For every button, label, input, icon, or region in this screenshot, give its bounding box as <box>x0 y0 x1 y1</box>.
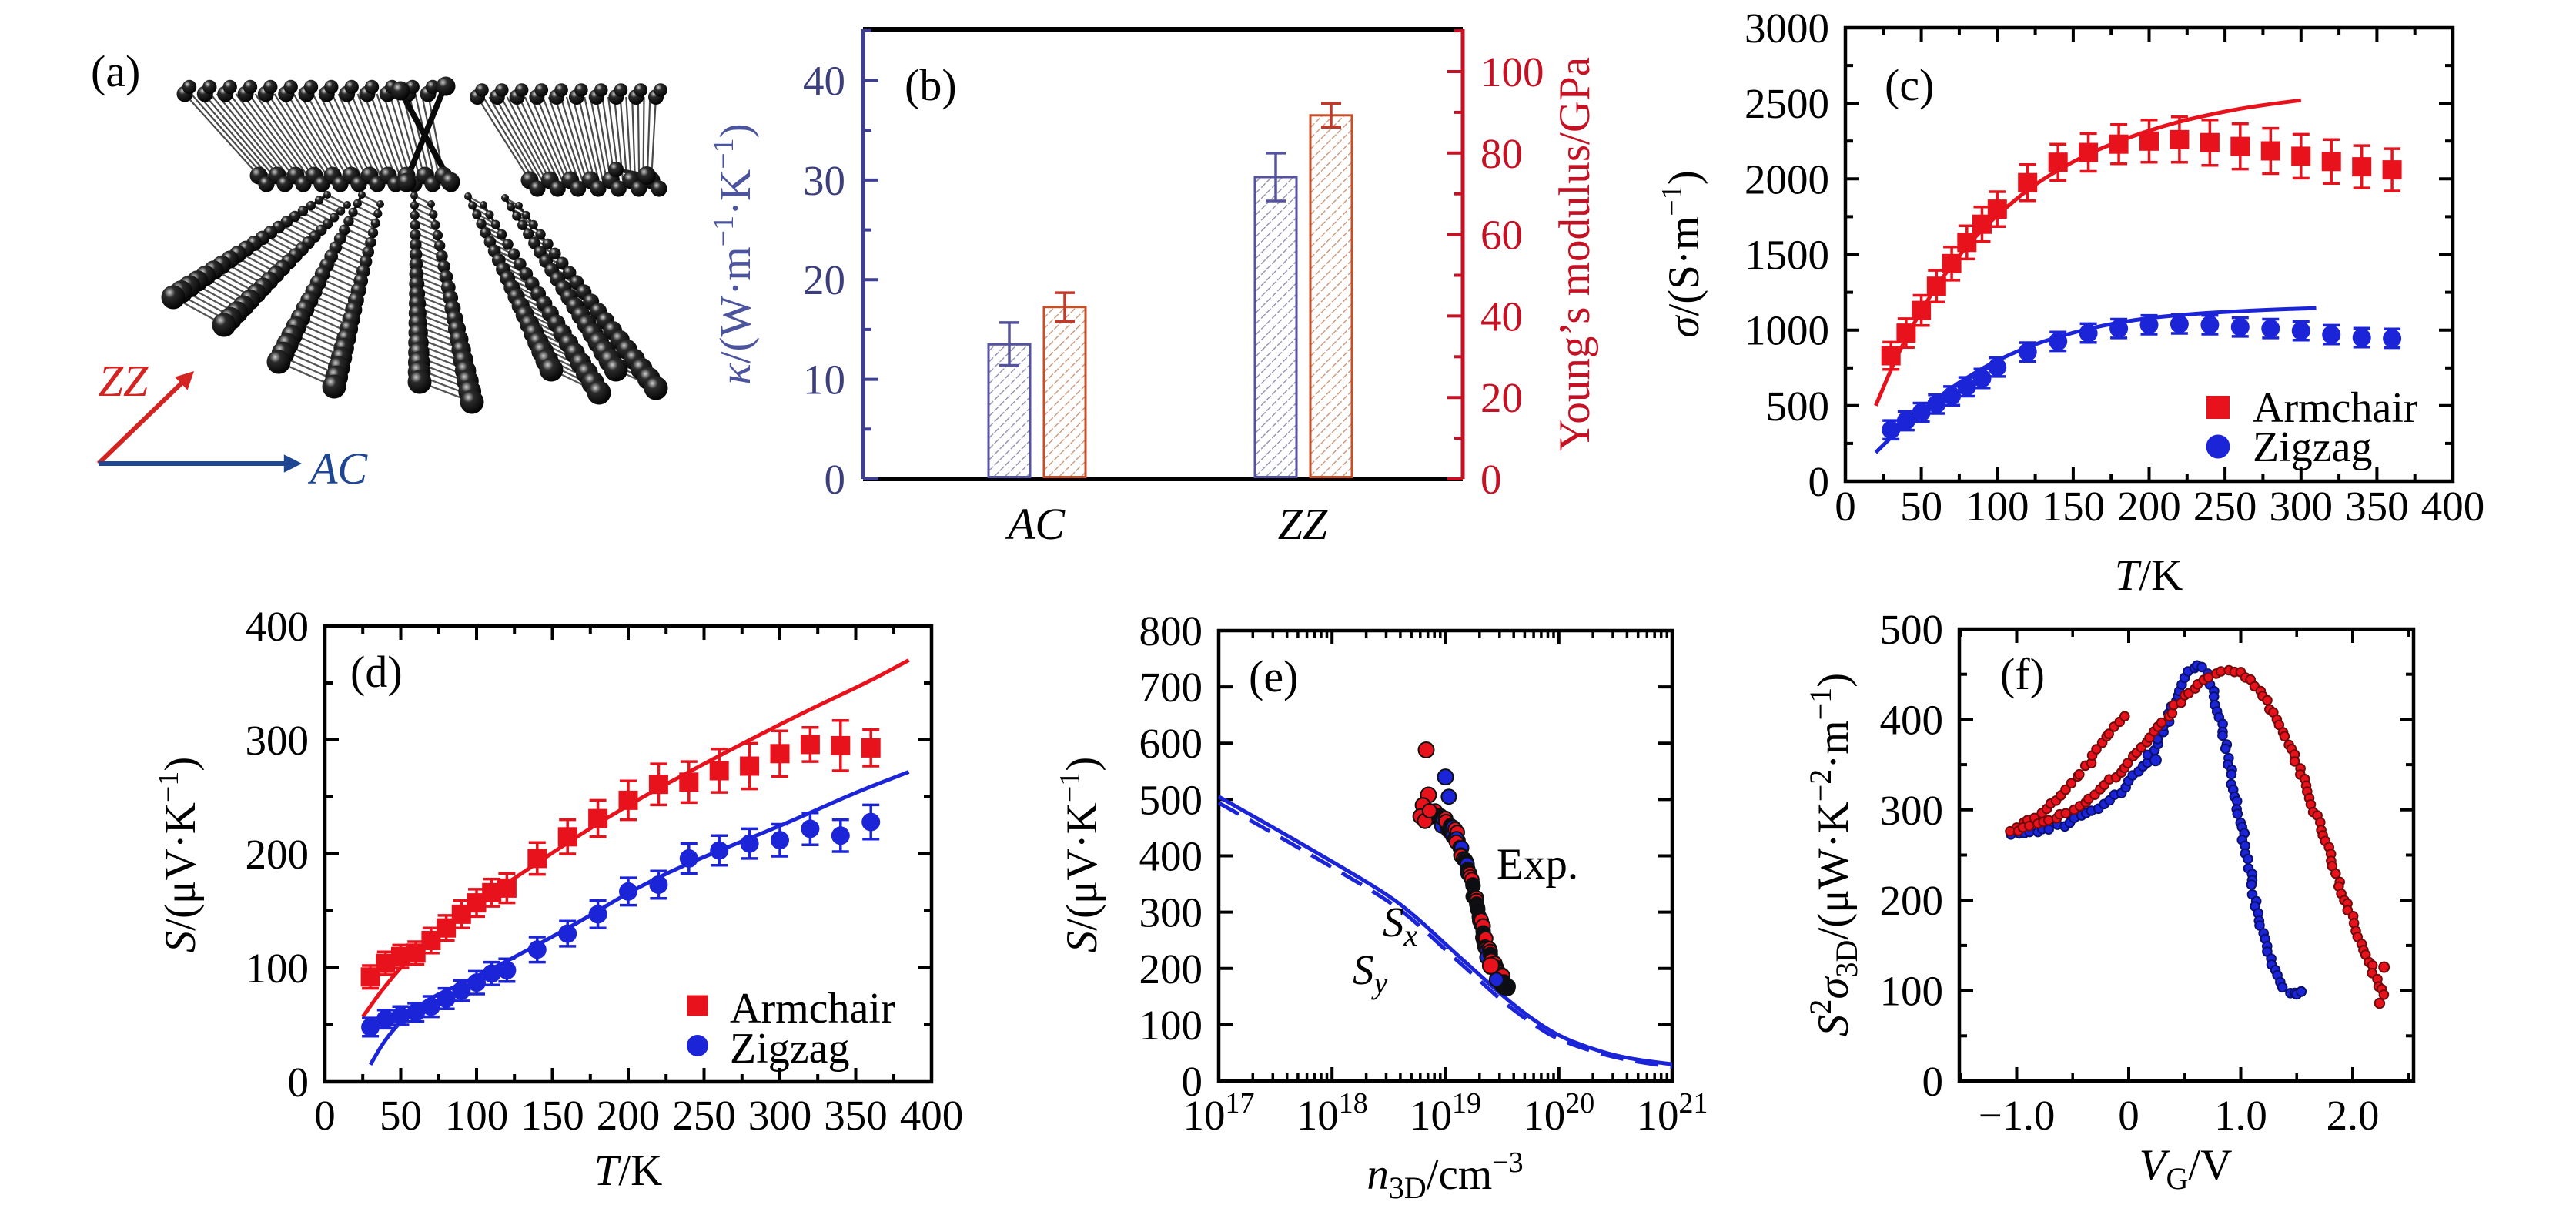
svg-text:0: 0 <box>1922 1058 1944 1105</box>
svg-text:ZZ: ZZ <box>99 356 149 406</box>
svg-text:0: 0 <box>1835 483 1856 530</box>
svg-text:10: 10 <box>803 356 845 403</box>
svg-text:100: 100 <box>1480 49 1544 95</box>
svg-text:T/K: T/K <box>2115 551 2183 600</box>
svg-text:100: 100 <box>1965 483 2029 530</box>
svg-text:Exp.: Exp. <box>1497 840 1578 889</box>
svg-text:2500: 2500 <box>1745 80 1829 127</box>
svg-text:Armchair: Armchair <box>730 985 895 1033</box>
svg-text:250: 250 <box>672 1092 736 1139</box>
svg-text:400: 400 <box>1139 833 1203 880</box>
svg-text:(e): (e) <box>1249 651 1298 701</box>
svg-text:300: 300 <box>2270 483 2333 530</box>
svg-text:80: 80 <box>1480 130 1523 177</box>
svg-text:40: 40 <box>803 58 845 105</box>
svg-text:400: 400 <box>2421 483 2485 530</box>
svg-text:200: 200 <box>246 831 309 878</box>
svg-text:Zigzag: Zigzag <box>2253 423 2372 471</box>
svg-text:0: 0 <box>825 456 846 503</box>
svg-text:1018​: 1018​ <box>1296 1087 1368 1139</box>
svg-text:800: 800 <box>1139 608 1203 654</box>
svg-text:600: 600 <box>1139 720 1203 767</box>
svg-text:250: 250 <box>2193 483 2257 530</box>
svg-text:200: 200 <box>597 1092 661 1139</box>
svg-text:30: 30 <box>803 157 845 204</box>
svg-text:0: 0 <box>314 1092 336 1139</box>
svg-text:AC: AC <box>1005 499 1066 549</box>
svg-text:400: 400 <box>900 1092 964 1139</box>
svg-text:300: 300 <box>748 1092 812 1139</box>
svg-text:0: 0 <box>1182 1058 1203 1105</box>
svg-text:300: 300 <box>1139 889 1203 936</box>
svg-text:Young’s modulus/GPa: Young’s modulus/GPa <box>1551 57 1599 451</box>
svg-text:50: 50 <box>1900 483 1942 530</box>
svg-text:3000: 3000 <box>1745 5 1829 52</box>
svg-text:100: 100 <box>1139 1002 1203 1049</box>
svg-text:1500: 1500 <box>1745 232 1829 279</box>
svg-text:−1.0: −1.0 <box>1979 1092 2056 1139</box>
svg-text:2000: 2000 <box>1745 156 1829 203</box>
svg-text:350: 350 <box>824 1092 888 1139</box>
svg-text:Armchair: Armchair <box>2253 384 2418 432</box>
svg-text:100: 100 <box>1880 968 1944 1015</box>
svg-text:50: 50 <box>380 1092 422 1139</box>
svg-text:20: 20 <box>1480 374 1523 421</box>
svg-text:κ/(W·m−1​·K−1​): κ/(W·m−1​·K−1​) <box>708 123 760 384</box>
svg-text:500: 500 <box>1766 383 1830 430</box>
svg-text:(c): (c) <box>1885 60 1934 110</box>
svg-text:200: 200 <box>1880 877 1944 924</box>
svg-text:200: 200 <box>2117 483 2181 530</box>
svg-text:500: 500 <box>1880 606 1944 653</box>
svg-text:150: 150 <box>520 1092 584 1139</box>
svg-text:60: 60 <box>1480 212 1523 259</box>
svg-text:0: 0 <box>1480 456 1502 503</box>
svg-text:(d): (d) <box>350 647 403 697</box>
svg-text:400: 400 <box>1880 696 1944 743</box>
svg-text:(f): (f) <box>2000 649 2045 699</box>
svg-text:300: 300 <box>246 717 309 764</box>
svg-text:100: 100 <box>246 945 309 992</box>
svg-text:Zigzag: Zigzag <box>730 1025 849 1073</box>
svg-text:20: 20 <box>803 256 845 303</box>
svg-text:(a): (a) <box>91 46 140 96</box>
svg-text:AC: AC <box>307 444 368 494</box>
svg-text:150: 150 <box>2042 483 2106 530</box>
svg-text:350: 350 <box>2345 483 2409 530</box>
svg-text:0: 0 <box>1808 458 1830 505</box>
svg-text:200: 200 <box>1139 946 1203 992</box>
svg-text:1000: 1000 <box>1745 307 1829 354</box>
svg-text:700: 700 <box>1139 664 1203 711</box>
svg-text:2.0: 2.0 <box>2327 1092 2380 1139</box>
svg-text:0: 0 <box>288 1059 309 1106</box>
svg-text:T/K: T/K <box>594 1146 663 1195</box>
svg-text:1.0: 1.0 <box>2214 1092 2267 1139</box>
svg-text:400: 400 <box>246 603 309 650</box>
svg-text:0: 0 <box>2118 1092 2139 1139</box>
svg-text:Sy: Sy <box>1353 946 1388 1000</box>
svg-text:Sx: Sx <box>1383 899 1418 952</box>
svg-text:500: 500 <box>1139 776 1203 823</box>
svg-text:ZZ: ZZ <box>1278 499 1328 549</box>
svg-text:300: 300 <box>1880 787 1944 834</box>
svg-text:40: 40 <box>1480 293 1523 340</box>
svg-text:(b): (b) <box>905 60 957 110</box>
svg-text:S2​σ3D​/(μW·K−2​·m−1​): S2​σ3D​/(μW·K−2​·m−1​) <box>1803 673 1864 1036</box>
svg-text:100: 100 <box>445 1092 509 1139</box>
